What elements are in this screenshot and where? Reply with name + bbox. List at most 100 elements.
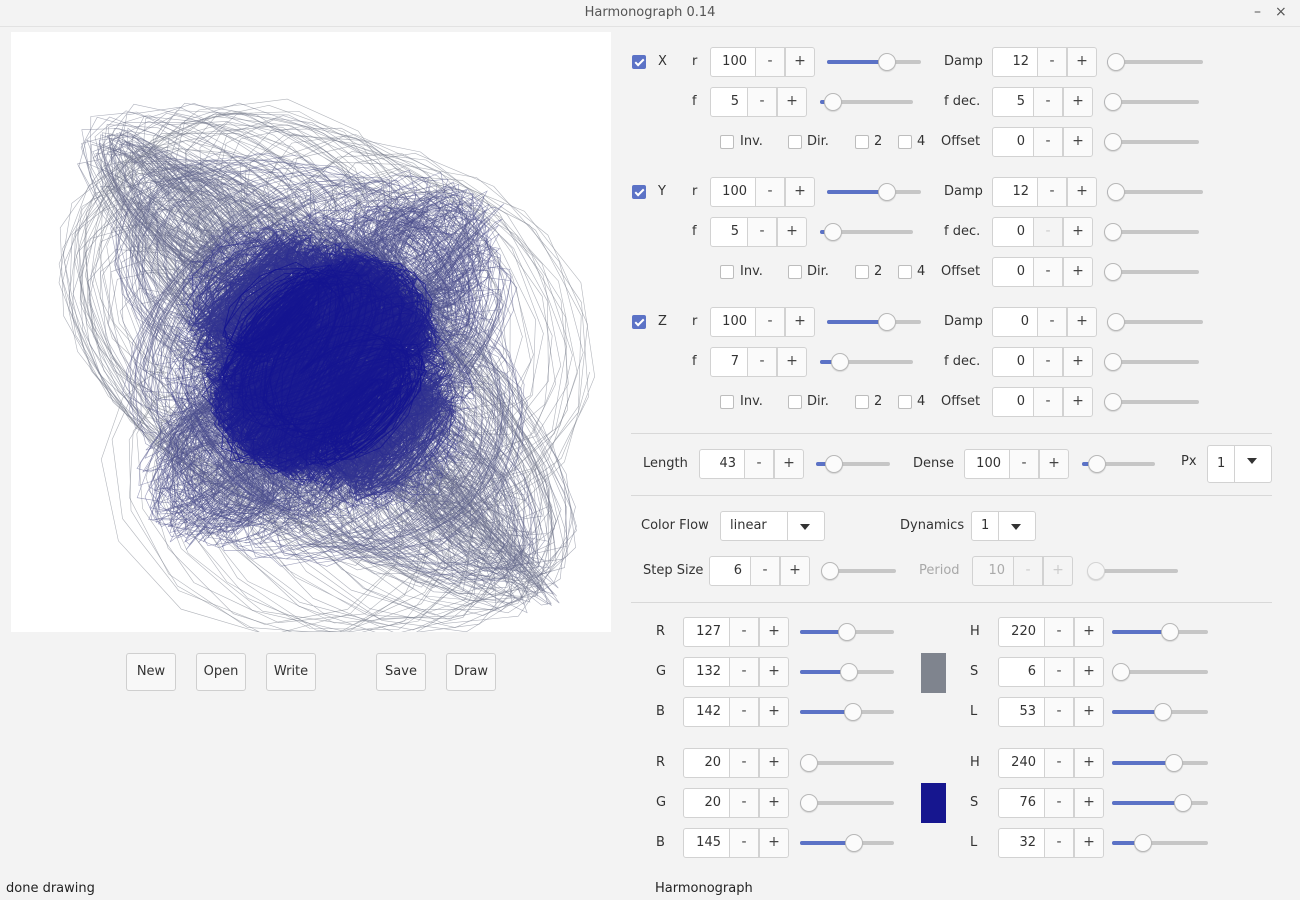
- color_end-h-minus-button[interactable]: -: [1044, 748, 1074, 778]
- dense-slider[interactable]: [1082, 454, 1155, 474]
- osc-z-inv-checkbox[interactable]: [720, 395, 734, 409]
- color_end-b-slider[interactable]: [800, 833, 894, 853]
- osc-x-two-checkbox[interactable]: [855, 135, 869, 149]
- osc-y-fdec-minus-button[interactable]: -: [1033, 217, 1063, 247]
- osc-x-offset-minus-button[interactable]: -: [1033, 127, 1063, 157]
- color_start-g-slider[interactable]: [800, 662, 894, 682]
- osc-y-f-slider-handle[interactable]: [824, 223, 842, 241]
- osc-x-r-minus-button[interactable]: -: [755, 47, 785, 77]
- osc-z-fdec-minus-button[interactable]: -: [1033, 347, 1063, 377]
- osc-z-damp-plus-button[interactable]: +: [1067, 307, 1097, 337]
- color_end-r-plus-button[interactable]: +: [759, 748, 789, 778]
- color_end-b-plus-button[interactable]: +: [759, 828, 789, 858]
- color_start-s-field[interactable]: 6: [998, 657, 1045, 687]
- osc-x-f-plus-button[interactable]: +: [777, 87, 807, 117]
- color_end-b-slider-handle[interactable]: [845, 834, 863, 852]
- draw-button[interactable]: Draw: [446, 653, 496, 691]
- color_end-h-slider[interactable]: [1112, 753, 1208, 773]
- step-size-slider-handle[interactable]: [821, 562, 839, 580]
- osc-y-offset-minus-button[interactable]: -: [1033, 257, 1063, 287]
- color_start-h-minus-button[interactable]: -: [1044, 617, 1074, 647]
- osc-x-four-checkbox[interactable]: [898, 135, 912, 149]
- osc-z-dir-checkbox[interactable]: [788, 395, 802, 409]
- osc-y-f-slider[interactable]: [820, 222, 913, 242]
- osc-z-offset-field[interactable]: 0: [992, 387, 1034, 417]
- osc-y-r-minus-button[interactable]: -: [755, 177, 785, 207]
- color_end-h-slider-handle[interactable]: [1165, 754, 1183, 772]
- length-field[interactable]: 43: [699, 449, 745, 479]
- osc-z-two-checkbox[interactable]: [855, 395, 869, 409]
- osc-z-fdec-slider-handle[interactable]: [1104, 353, 1122, 371]
- dynamics-dropdown[interactable]: 1: [971, 511, 1036, 541]
- osc-z-r-plus-button[interactable]: +: [785, 307, 815, 337]
- color_start-l-slider[interactable]: [1112, 702, 1208, 722]
- osc-y-offset-field[interactable]: 0: [992, 257, 1034, 287]
- osc-x-f-minus-button[interactable]: -: [747, 87, 777, 117]
- osc-x-offset-plus-button[interactable]: +: [1063, 127, 1093, 157]
- color_end-h-field[interactable]: 240: [998, 748, 1045, 778]
- color_start-g-field[interactable]: 132: [683, 657, 730, 687]
- color_end-b-field[interactable]: 145: [683, 828, 730, 858]
- color_end-l-minus-button[interactable]: -: [1044, 828, 1074, 858]
- osc-y-two-checkbox[interactable]: [855, 265, 869, 279]
- osc-y-damp-minus-button[interactable]: -: [1037, 177, 1067, 207]
- save-button[interactable]: Save: [376, 653, 426, 691]
- osc-x-enable-checkbox[interactable]: [632, 55, 646, 69]
- osc-z-damp-slider-handle[interactable]: [1107, 313, 1125, 331]
- color_start-s-plus-button[interactable]: +: [1074, 657, 1104, 687]
- osc-x-fdec-minus-button[interactable]: -: [1033, 87, 1063, 117]
- osc-z-fdec-plus-button[interactable]: +: [1063, 347, 1093, 377]
- length-slider[interactable]: [816, 454, 890, 474]
- drawing-canvas[interactable]: [11, 32, 611, 632]
- step-size-field[interactable]: 6: [709, 556, 751, 586]
- dense-plus-button[interactable]: +: [1039, 449, 1069, 479]
- osc-y-r-field[interactable]: 100: [710, 177, 756, 207]
- color_end-r-slider-handle[interactable]: [800, 754, 818, 772]
- osc-y-r-slider[interactable]: [827, 182, 921, 202]
- osc-z-r-field[interactable]: 100: [710, 307, 756, 337]
- osc-x-r-field[interactable]: 100: [710, 47, 756, 77]
- color_end-g-slider[interactable]: [800, 793, 894, 813]
- osc-z-enable-checkbox[interactable]: [632, 315, 646, 329]
- minimize-button[interactable]: –: [1254, 4, 1261, 20]
- osc-z-r-minus-button[interactable]: -: [755, 307, 785, 337]
- color_start-r-minus-button[interactable]: -: [729, 617, 759, 647]
- new-button[interactable]: New: [126, 653, 176, 691]
- close-button[interactable]: ×: [1275, 4, 1287, 20]
- length-plus-button[interactable]: +: [774, 449, 804, 479]
- osc-z-offset-minus-button[interactable]: -: [1033, 387, 1063, 417]
- osc-z-f-plus-button[interactable]: +: [777, 347, 807, 377]
- open-button[interactable]: Open: [196, 653, 246, 691]
- osc-y-inv-checkbox[interactable]: [720, 265, 734, 279]
- color_end-s-slider[interactable]: [1112, 793, 1208, 813]
- color_end-s-minus-button[interactable]: -: [1044, 788, 1074, 818]
- osc-y-fdec-slider[interactable]: [1104, 222, 1199, 242]
- color_start-r-slider-handle[interactable]: [838, 623, 856, 641]
- osc-x-damp-minus-button[interactable]: -: [1037, 47, 1067, 77]
- osc-x-offset-field[interactable]: 0: [992, 127, 1034, 157]
- osc-z-offset-slider[interactable]: [1104, 392, 1199, 412]
- period-slider-handle[interactable]: [1087, 562, 1105, 580]
- color_end-l-slider[interactable]: [1112, 833, 1208, 853]
- period-plus-button[interactable]: +: [1043, 556, 1073, 586]
- color_start-h-slider-handle[interactable]: [1161, 623, 1179, 641]
- osc-z-damp-field[interactable]: 0: [992, 307, 1038, 337]
- color_start-h-plus-button[interactable]: +: [1074, 617, 1104, 647]
- color_end-l-field[interactable]: 32: [998, 828, 1045, 858]
- color_end-s-slider-handle[interactable]: [1174, 794, 1192, 812]
- osc-z-f-minus-button[interactable]: -: [747, 347, 777, 377]
- color_end-s-field[interactable]: 76: [998, 788, 1045, 818]
- osc-z-offset-plus-button[interactable]: +: [1063, 387, 1093, 417]
- osc-x-f-slider[interactable]: [820, 92, 913, 112]
- osc-y-fdec-field[interactable]: 0: [992, 217, 1034, 247]
- osc-y-damp-field[interactable]: 12: [992, 177, 1038, 207]
- osc-y-four-checkbox[interactable]: [898, 265, 912, 279]
- osc-z-four-checkbox[interactable]: [898, 395, 912, 409]
- color-flow-dropdown[interactable]: linear: [720, 511, 825, 541]
- color_end-b-minus-button[interactable]: -: [729, 828, 759, 858]
- osc-x-offset-slider[interactable]: [1104, 132, 1199, 152]
- period-minus-button[interactable]: -: [1013, 556, 1043, 586]
- osc-z-f-field[interactable]: 7: [710, 347, 748, 377]
- osc-y-offset-slider-handle[interactable]: [1104, 263, 1122, 281]
- osc-z-damp-slider[interactable]: [1107, 312, 1203, 332]
